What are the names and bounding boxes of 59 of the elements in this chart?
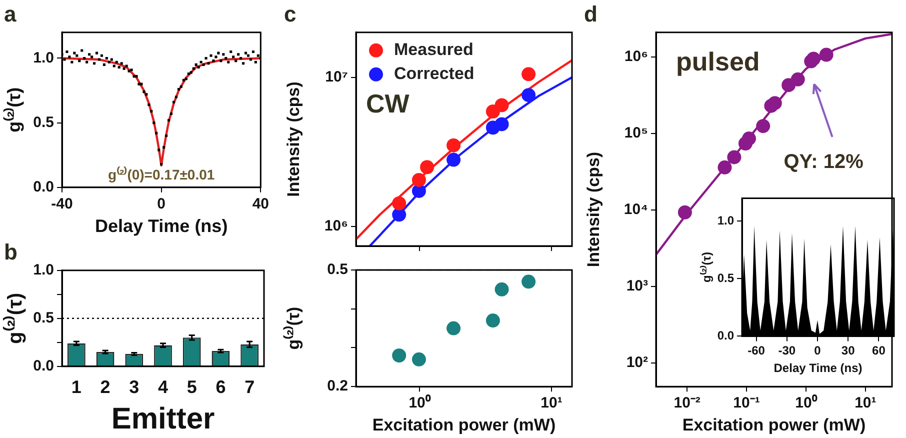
y-tick-label: 0.5 bbox=[717, 271, 734, 286]
y-axis-title: g⁽²⁾(τ) bbox=[2, 87, 24, 132]
x-tick-label: 5 bbox=[186, 377, 197, 398]
y-axis-title: Intensity (cps) bbox=[284, 82, 303, 197]
annotation: CW bbox=[366, 88, 410, 119]
chart-title: a bbox=[4, 1, 17, 26]
x-tick-label: -60 bbox=[748, 344, 766, 358]
y-tick-label: 10⁶ bbox=[324, 218, 348, 235]
y-axis-title: g⁽²⁾(τ) bbox=[282, 306, 303, 350]
x-tick-label: 30 bbox=[841, 344, 856, 358]
annotation: QY: 12% bbox=[784, 150, 864, 173]
annotation: pulsed bbox=[676, 46, 760, 77]
x-axis-title: Excitation power (mW) bbox=[682, 415, 866, 434]
x-tick-label: 40 bbox=[252, 196, 269, 213]
annotation: g⁽²⁾(0)=0.17±0.01 bbox=[108, 166, 215, 182]
x-tick-label: 10⁻¹ bbox=[733, 394, 760, 412]
x-tick-label: -30 bbox=[778, 344, 796, 358]
y-tick-label: 10⁷ bbox=[325, 68, 348, 86]
y-tick-label: 0.5 bbox=[33, 114, 54, 131]
x-tick-label: 3 bbox=[129, 377, 140, 398]
y-tick-label: 0.0 bbox=[33, 358, 54, 375]
y-tick-label: 10³ bbox=[626, 278, 648, 295]
y-tick-label: 10⁶ bbox=[624, 48, 648, 66]
x-tick-label: 60 bbox=[872, 344, 886, 358]
x-axis-title: Delay Time (ns) bbox=[94, 216, 228, 236]
y-tick-label: 1.0 bbox=[33, 49, 54, 66]
chart-title: b bbox=[4, 239, 18, 264]
y-tick-label: 0.0 bbox=[717, 328, 734, 343]
y-tick-label: 1.0 bbox=[717, 214, 734, 228]
y-tick-label: 1.0 bbox=[33, 262, 54, 279]
y-tick-label: 10⁴ bbox=[624, 201, 648, 218]
x-tick-label: 0 bbox=[157, 196, 166, 213]
x-tick-label: 7 bbox=[244, 377, 255, 398]
chart-title: c bbox=[284, 1, 296, 26]
y-axis-title: g⁽²⁾(τ) bbox=[2, 292, 27, 344]
y-tick-label: 10² bbox=[626, 354, 648, 372]
x-axis-title: Delay Time (ns) bbox=[774, 361, 862, 376]
x-tick-label: 2 bbox=[100, 377, 110, 398]
x-tick-label: 10⁰ bbox=[408, 394, 432, 412]
chart-title: d bbox=[584, 1, 598, 26]
x-tick-label: 6 bbox=[216, 377, 226, 398]
legend-label: Corrected bbox=[394, 64, 474, 84]
x-tick-label: 1 bbox=[71, 377, 82, 398]
x-tick-label: 10⁰ bbox=[795, 394, 818, 412]
x-tick-label: 10¹ bbox=[854, 394, 876, 412]
x-tick-label: -40 bbox=[51, 196, 73, 213]
legend-label: Measured bbox=[394, 40, 474, 60]
y-tick-label: 10⁵ bbox=[624, 124, 648, 142]
x-axis-title: Excitation power (mW) bbox=[372, 415, 556, 434]
x-tick-label: 4 bbox=[158, 377, 168, 398]
y-tick-label: 0.2 bbox=[327, 378, 348, 395]
x-tick-label: 10⁻² bbox=[674, 394, 700, 412]
x-tick-label: 0 bbox=[814, 344, 822, 358]
y-axis-title: Intensity (cps) bbox=[584, 152, 603, 268]
x-tick-label: 10¹ bbox=[540, 394, 562, 412]
y-tick-label: 0.5 bbox=[327, 261, 348, 278]
y-tick-label: 0.5 bbox=[33, 310, 54, 327]
x-axis-title: Emitter bbox=[111, 402, 216, 436]
y-tick-label: 0.0 bbox=[33, 178, 54, 196]
